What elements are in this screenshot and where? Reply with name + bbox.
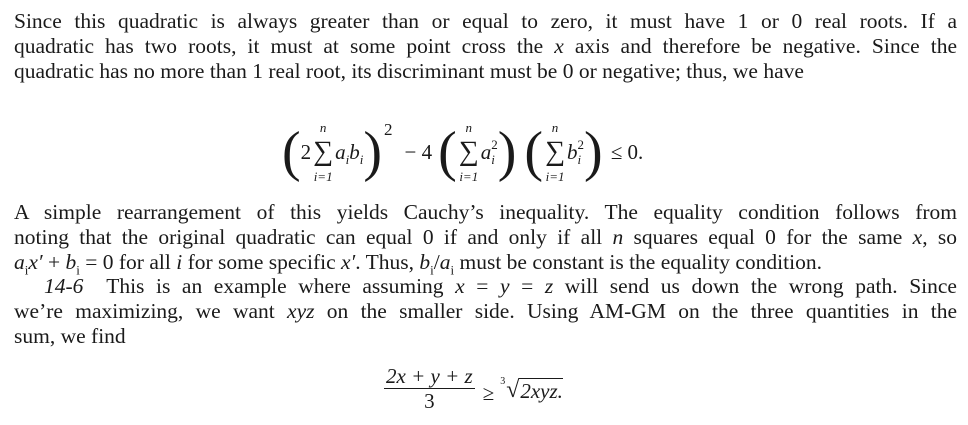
text-run: axis and therefore be negative. Since th…: [563, 34, 958, 58]
text-line: A simple rearrangement of this yields Ca…: [14, 200, 957, 225]
text-run: must be constant is the equality conditi…: [454, 250, 822, 274]
text-run: x: [455, 274, 465, 298]
upper-limit: n: [319, 120, 327, 135]
denominator: 3: [424, 389, 435, 413]
text-run: we’re maximizing, we want: [14, 299, 288, 323]
text-run: xyz: [287, 299, 315, 323]
text-run: = 0 for all: [79, 250, 177, 274]
left-paren: (: [282, 121, 301, 183]
text-run: will send us down the wrong path. Since: [553, 274, 957, 298]
text-run: This is an example where assuming: [83, 274, 456, 298]
text-line: quadratic has no more than 1 real root, …: [14, 59, 957, 84]
exponent: 2: [384, 120, 393, 139]
text-run: . Thus,: [355, 250, 420, 274]
text-run: Since this quadratic is always greater t…: [14, 9, 957, 33]
lower-limit: i=1: [313, 169, 333, 184]
text-run: y: [499, 274, 510, 298]
text-run: i: [450, 262, 455, 278]
text-run: =: [509, 274, 545, 298]
text-run: quadratic has no more than 1 real root, …: [14, 59, 804, 83]
radicand: 2xyz.: [519, 377, 563, 403]
text-run: , so: [922, 225, 957, 249]
text-run: sum, we find: [14, 324, 126, 348]
text-run: [14, 274, 44, 298]
text-run: i: [176, 250, 183, 274]
lower-limit: i=1: [545, 169, 565, 184]
lower-limit: i=1: [459, 169, 479, 184]
relation: ≥: [482, 381, 495, 405]
summation: n ∑ i=1: [313, 120, 333, 184]
text-run: i: [76, 262, 80, 278]
text-run: n: [612, 225, 624, 249]
text-line: quadratic has two roots, it must at some…: [14, 34, 957, 59]
text-run: a: [14, 250, 25, 274]
relation: ≤ 0.: [610, 139, 644, 164]
text-run: on the smaller side. Using AM-GM on the …: [314, 299, 957, 323]
sigma-symbol: ∑: [545, 136, 566, 167]
numerator: 2x + y + z: [384, 364, 475, 389]
upper-limit: n: [551, 120, 559, 135]
text-run: b: [419, 250, 431, 274]
summation: n ∑ i=1: [459, 120, 479, 184]
cube-root: 3 √ 2xyz.: [500, 376, 563, 404]
text-line: sum, we find: [14, 324, 957, 349]
sigma-symbol: ∑: [313, 136, 334, 167]
text-run: b: [65, 250, 77, 274]
radical-sign: √: [506, 376, 520, 403]
right-paren: ): [584, 121, 603, 183]
text-run: +: [42, 250, 66, 274]
summation: n ∑ i=1: [545, 120, 565, 184]
text-run: A simple rearrangement of this yields Ca…: [14, 200, 957, 224]
fraction: 2x + y + z 3: [384, 364, 475, 413]
text-run: for some specific: [182, 250, 341, 274]
minus-four: − 4: [404, 139, 433, 164]
text-run: i: [430, 262, 434, 278]
upper-limit: n: [465, 120, 473, 135]
right-paren: ): [497, 121, 517, 183]
am-gm-inequality: 2x + y + z 3 ≥ 3 √ 2xyz.: [384, 364, 563, 413]
right-paren: ): [363, 121, 383, 183]
left-paren: (: [438, 121, 457, 183]
text-run: x: [912, 225, 923, 249]
text-run: i: [24, 262, 29, 278]
text-run: noting that the original quadratic can e…: [14, 225, 613, 249]
text-line: 14-6 This is an example where assuming x…: [14, 274, 957, 299]
coefficient: 2: [300, 139, 312, 164]
text-line: Since this quadratic is always greater t…: [14, 9, 957, 34]
text-line: noting that the original quadratic can e…: [14, 225, 957, 250]
text-run: =: [464, 274, 500, 298]
text-run: quadratic has two roots, it must at some…: [14, 34, 555, 58]
term-ab: aibi: [335, 139, 364, 167]
text-run: x′: [28, 250, 43, 274]
text-line: aix′ + bi = 0 for all i for some specifi…: [14, 250, 957, 278]
text-run: /: [433, 250, 440, 274]
text-run: z: [544, 274, 554, 298]
sigma-symbol: ∑: [458, 136, 479, 167]
text-run: x: [554, 34, 564, 58]
text-line: we’re maximizing, we want xyz on the sma…: [14, 299, 957, 324]
text-run: a: [439, 250, 451, 274]
text-run: x′: [341, 250, 356, 274]
root-index: 3: [500, 375, 506, 387]
text-run: squares equal 0 for the same: [623, 225, 913, 249]
text-run: 14-6: [44, 274, 84, 298]
left-paren: (: [524, 121, 544, 183]
